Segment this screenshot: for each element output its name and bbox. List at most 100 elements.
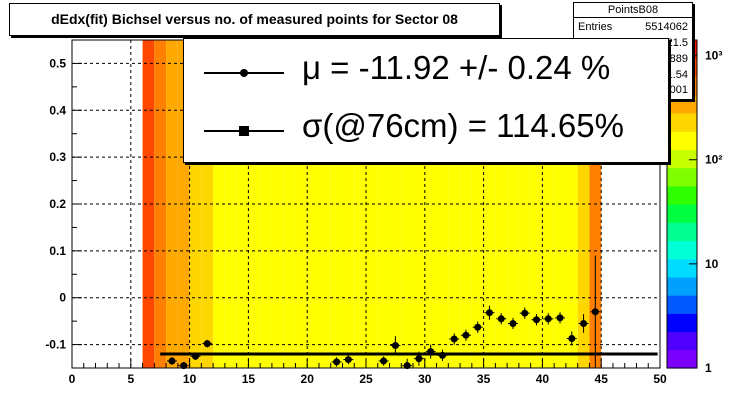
point-marker bbox=[533, 316, 541, 324]
data-point bbox=[390, 336, 401, 355]
y-tick-label: 0.2 bbox=[49, 197, 66, 211]
heatmap-cell bbox=[436, 40, 449, 368]
legend-marker-circle bbox=[204, 69, 284, 77]
palette-tick-label: 1 bbox=[705, 361, 712, 375]
palette-tick-label: 10³ bbox=[705, 49, 722, 63]
data-point bbox=[343, 354, 354, 365]
data-point bbox=[178, 361, 189, 370]
data-point bbox=[437, 349, 448, 361]
point-marker bbox=[344, 356, 352, 364]
y-tick-label: 0.3 bbox=[49, 150, 66, 164]
data-point bbox=[531, 314, 542, 326]
palette-tick-label: 10² bbox=[705, 153, 722, 167]
point-marker bbox=[168, 357, 176, 365]
palette-swatch bbox=[667, 185, 697, 205]
x-tick-label: 40 bbox=[536, 372, 550, 386]
palette-swatch bbox=[667, 313, 697, 333]
stats-name: PointsB08 bbox=[574, 3, 692, 18]
y-tick-label: 0.5 bbox=[49, 56, 66, 70]
heatmap-cell bbox=[495, 40, 508, 368]
heatmap-cell bbox=[424, 40, 437, 368]
palette-swatch bbox=[667, 167, 697, 187]
point-marker bbox=[191, 352, 199, 360]
point-marker bbox=[415, 355, 423, 363]
palette-swatch bbox=[667, 258, 697, 278]
legend-box: μ = -11.92 +/- 0.24 % σ(@76cm) = 114.65% bbox=[183, 38, 669, 163]
point-marker bbox=[509, 319, 517, 327]
point-marker bbox=[591, 308, 599, 316]
legend-entry-sigma: σ(@76cm) = 114.65% bbox=[184, 101, 668, 157]
data-point bbox=[190, 352, 201, 361]
data-point bbox=[578, 314, 589, 333]
axes: 0 5 10 15 20 25 30 35 40 45 50 -0.1 0 0.1 0.2 0.3 0.4 0.5 bbox=[45, 39, 667, 386]
data-point bbox=[496, 313, 507, 325]
data-point bbox=[519, 307, 530, 319]
point-marker bbox=[580, 319, 588, 327]
data-point bbox=[460, 329, 471, 341]
stats-value: 5514062 bbox=[645, 21, 688, 33]
legend-label: σ(@76cm) = 114.65% bbox=[302, 107, 624, 144]
x-tick-label: 35 bbox=[477, 372, 491, 386]
legend-entry-mu: μ = -11.92 +/- 0.24 % bbox=[184, 43, 668, 99]
stats-value: 21.5 bbox=[666, 37, 688, 49]
heatmap-cell bbox=[460, 40, 472, 368]
point-marker bbox=[333, 358, 341, 366]
heatmap-cell bbox=[448, 40, 461, 368]
point-marker bbox=[391, 342, 399, 350]
data-points bbox=[166, 255, 601, 370]
point-marker bbox=[521, 309, 529, 317]
palette-swatch bbox=[667, 276, 697, 296]
point-marker bbox=[474, 323, 482, 331]
point-marker bbox=[203, 340, 211, 348]
heatmap-cell bbox=[166, 40, 178, 368]
point-marker bbox=[450, 335, 458, 343]
point-marker bbox=[568, 334, 576, 342]
heatmap-cell bbox=[471, 40, 484, 368]
data-point bbox=[166, 357, 177, 365]
data-point bbox=[484, 305, 495, 320]
point-marker bbox=[556, 314, 564, 322]
x-tick-label: 10 bbox=[183, 372, 197, 386]
chart-title: dEdx(fit) Bichsel versus no. of measured… bbox=[9, 3, 500, 36]
data-point bbox=[331, 357, 342, 367]
heatmap-cell bbox=[201, 40, 214, 368]
x-tick-label: 5 bbox=[127, 372, 134, 386]
data-point bbox=[472, 321, 483, 333]
palette-swatch bbox=[667, 149, 697, 169]
y-tick-label: 0 bbox=[59, 291, 66, 305]
heatmap-cell bbox=[483, 40, 496, 368]
data-point bbox=[508, 317, 518, 330]
point-marker bbox=[180, 362, 188, 370]
legend-marker-square bbox=[204, 126, 284, 136]
x-tick-label: 0 bbox=[69, 372, 76, 386]
data-point bbox=[202, 339, 213, 348]
palette-swatch bbox=[667, 240, 697, 260]
stats-label: Entries bbox=[578, 21, 613, 33]
palette-tick-label: 10 bbox=[705, 257, 719, 271]
palette-swatch bbox=[667, 131, 697, 150]
point-marker bbox=[438, 351, 446, 359]
y-tick-label: -0.1 bbox=[45, 338, 66, 352]
data-point bbox=[555, 312, 566, 324]
palette-swatch bbox=[667, 204, 697, 223]
x-tick-label: 30 bbox=[418, 372, 432, 386]
heatmap-cell bbox=[154, 40, 167, 368]
data-point bbox=[543, 313, 554, 325]
point-marker bbox=[544, 315, 552, 323]
heatmap-cell bbox=[142, 40, 155, 368]
data-point bbox=[425, 344, 436, 359]
palette-swatch bbox=[667, 112, 697, 132]
data-point bbox=[413, 351, 424, 366]
point-marker bbox=[462, 331, 470, 339]
data-point bbox=[566, 331, 577, 346]
heatmap-cell bbox=[366, 40, 378, 368]
data-point bbox=[378, 356, 389, 366]
palette-swatch bbox=[667, 349, 697, 369]
legend-label: μ = -11.92 +/- 0.24 % bbox=[302, 49, 611, 86]
x-tick-label: 20 bbox=[301, 372, 315, 386]
data-point bbox=[402, 358, 413, 370]
palette-swatch bbox=[667, 295, 697, 314]
heatmap-cell bbox=[189, 40, 202, 368]
heatmap-cell bbox=[177, 40, 190, 368]
point-marker bbox=[380, 357, 388, 365]
